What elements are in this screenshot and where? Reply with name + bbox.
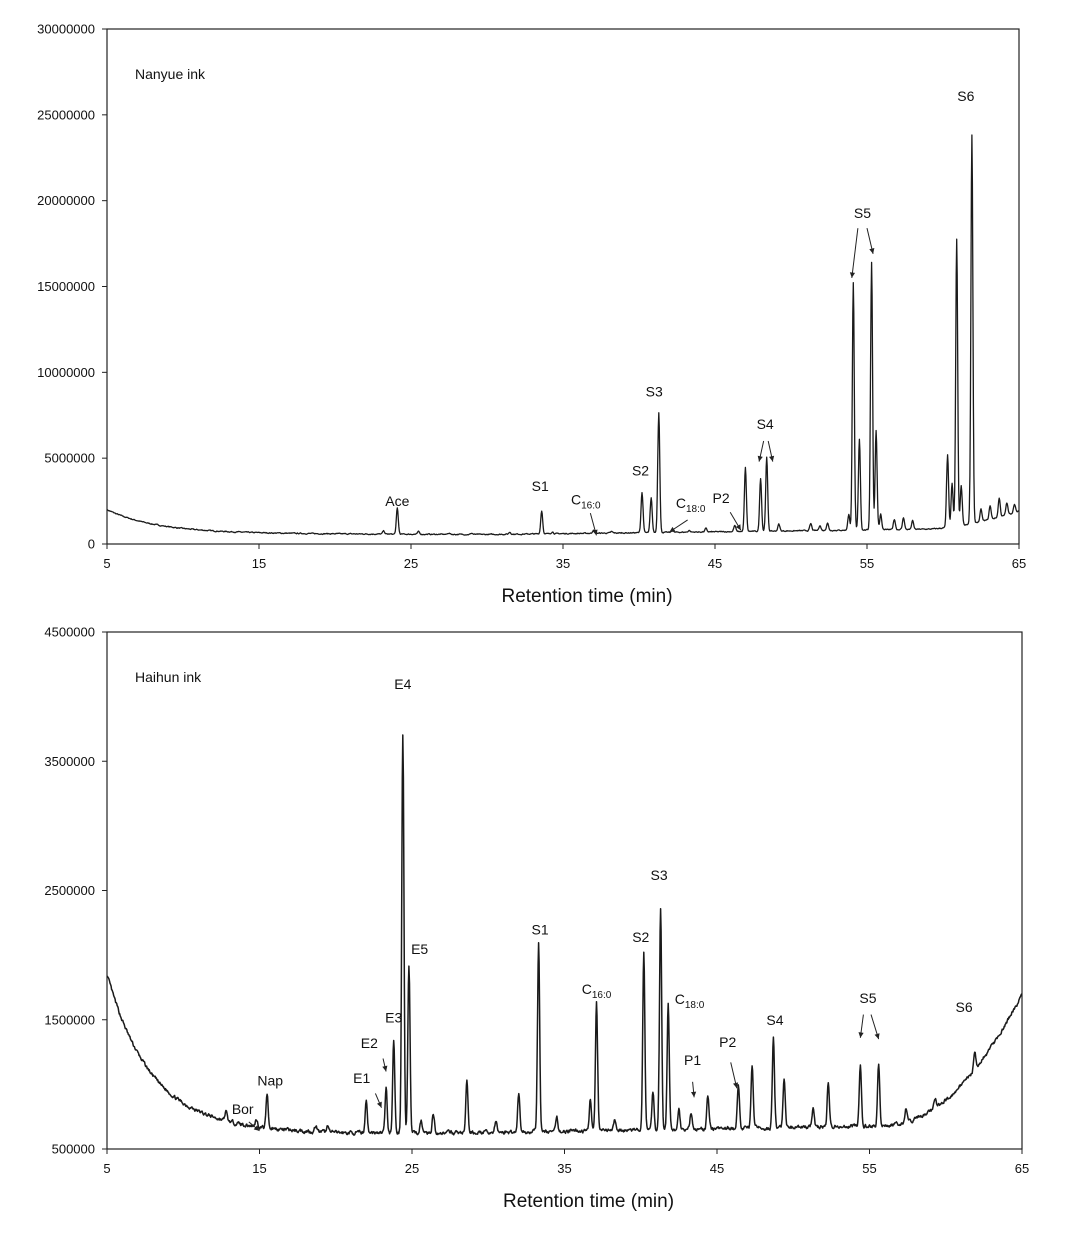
- peak-arrow: [858, 1014, 864, 1038]
- peak-arrow: [669, 519, 688, 533]
- peak-arrow: [870, 1014, 880, 1040]
- peak-label: S6: [955, 999, 972, 1015]
- peak-label: S4: [766, 1012, 783, 1028]
- y-tick-label: 0: [88, 537, 95, 552]
- peak-label: S2: [632, 462, 649, 478]
- peak-label: E5: [411, 941, 428, 957]
- peak-arrow: [690, 1081, 697, 1098]
- peak-label: E3: [385, 1009, 402, 1025]
- peak-label: Nap: [257, 1073, 283, 1089]
- x-tick-label: 5: [103, 1161, 110, 1176]
- peak-label: S1: [532, 921, 549, 937]
- peak-label: C16:0: [571, 492, 601, 512]
- x-tick-label: 25: [405, 1161, 419, 1176]
- x-tick-label: 25: [404, 556, 418, 571]
- peak-label: E1: [353, 1070, 370, 1086]
- peak-arrow: [374, 1093, 382, 1108]
- peak-label: Ace: [385, 493, 409, 509]
- y-tick-label: 30000000: [37, 22, 95, 37]
- y-tick-label: 2500000: [44, 883, 95, 898]
- x-tick-label: 15: [252, 556, 266, 571]
- panel-label: Nanyue ink: [135, 66, 206, 82]
- panel-label: Haihun ink: [135, 669, 202, 685]
- peak-arrow: [866, 228, 875, 254]
- peak-label: C16:0: [582, 981, 612, 1001]
- nanyue-ink-chart: 0 5000000 10000000 15000000 20000000 25000000…: [37, 22, 1026, 608]
- peak-arrow: [849, 228, 859, 278]
- x-tick-label: 65: [1012, 556, 1026, 571]
- x-tick-label: 45: [710, 1161, 724, 1176]
- peak-label-subscript: 16:0: [592, 990, 612, 1001]
- y-tick-label: 1500000: [44, 1012, 95, 1027]
- plot-frame: [106, 631, 1023, 1150]
- peak-arrow: [757, 440, 765, 462]
- peak-label: S6: [957, 88, 974, 104]
- peak-arrow: [729, 511, 742, 531]
- x-tick-label: 45: [708, 556, 722, 571]
- peak-label: E4: [394, 676, 411, 692]
- peak-label: Bor: [232, 1101, 254, 1117]
- chromatogram-trace: [106, 134, 1020, 536]
- y-tick-label: 500000: [52, 1142, 95, 1157]
- peak-label: S1: [532, 478, 549, 494]
- peak-label: P1: [684, 1052, 701, 1068]
- peak-arrow: [248, 1121, 260, 1132]
- x-tick-label: 15: [252, 1161, 266, 1176]
- peak-label: S5: [859, 990, 876, 1006]
- x-tick-label: 35: [556, 556, 570, 571]
- peak-label: P2: [719, 1034, 736, 1050]
- y-tick-label: 15000000: [37, 279, 95, 294]
- chromatogram-trace: [106, 734, 1023, 1136]
- peak-label: S3: [650, 867, 667, 883]
- peak-label: S5: [854, 205, 871, 221]
- peak-label: E2: [361, 1035, 378, 1051]
- x-tick-label: 5: [103, 556, 110, 571]
- y-tick-label: 10000000: [37, 365, 95, 380]
- x-axis-title: Retention time (min): [501, 586, 672, 607]
- x-tick-label: 55: [862, 1161, 876, 1176]
- peak-label-subscript: 16:0: [581, 501, 601, 512]
- peak-label: S4: [757, 416, 774, 432]
- peak-label: P2: [713, 490, 730, 506]
- x-axis-title: Retention time (min): [503, 1191, 674, 1212]
- x-tick-label: 65: [1015, 1161, 1029, 1176]
- peak-arrow: [767, 440, 775, 462]
- peak-label: S2: [632, 929, 649, 945]
- peak-label-subscript: 18:0: [685, 1000, 705, 1011]
- haihun-ink-chart: 500000 1500000 2500000 3500000 4500000 5 15 25 3…: [44, 625, 1029, 1213]
- peak-label: C18:0: [676, 495, 706, 515]
- y-tick-label: 20000000: [37, 193, 95, 208]
- y-tick-label: 25000000: [37, 107, 95, 122]
- peak-arrow: [730, 1062, 739, 1089]
- peak-label-subscript: 18:0: [686, 504, 706, 515]
- y-tick-label: 3500000: [44, 754, 95, 769]
- peak-label: S3: [646, 383, 663, 399]
- plot-frame: [106, 28, 1020, 545]
- x-tick-label: 55: [860, 556, 874, 571]
- y-tick-label: 4500000: [44, 625, 95, 640]
- peak-label: C18:0: [675, 991, 705, 1011]
- peak-arrow: [382, 1058, 388, 1072]
- x-tick-label: 35: [557, 1161, 571, 1176]
- y-tick-label: 5000000: [44, 451, 95, 466]
- peak-arrow: [589, 512, 598, 536]
